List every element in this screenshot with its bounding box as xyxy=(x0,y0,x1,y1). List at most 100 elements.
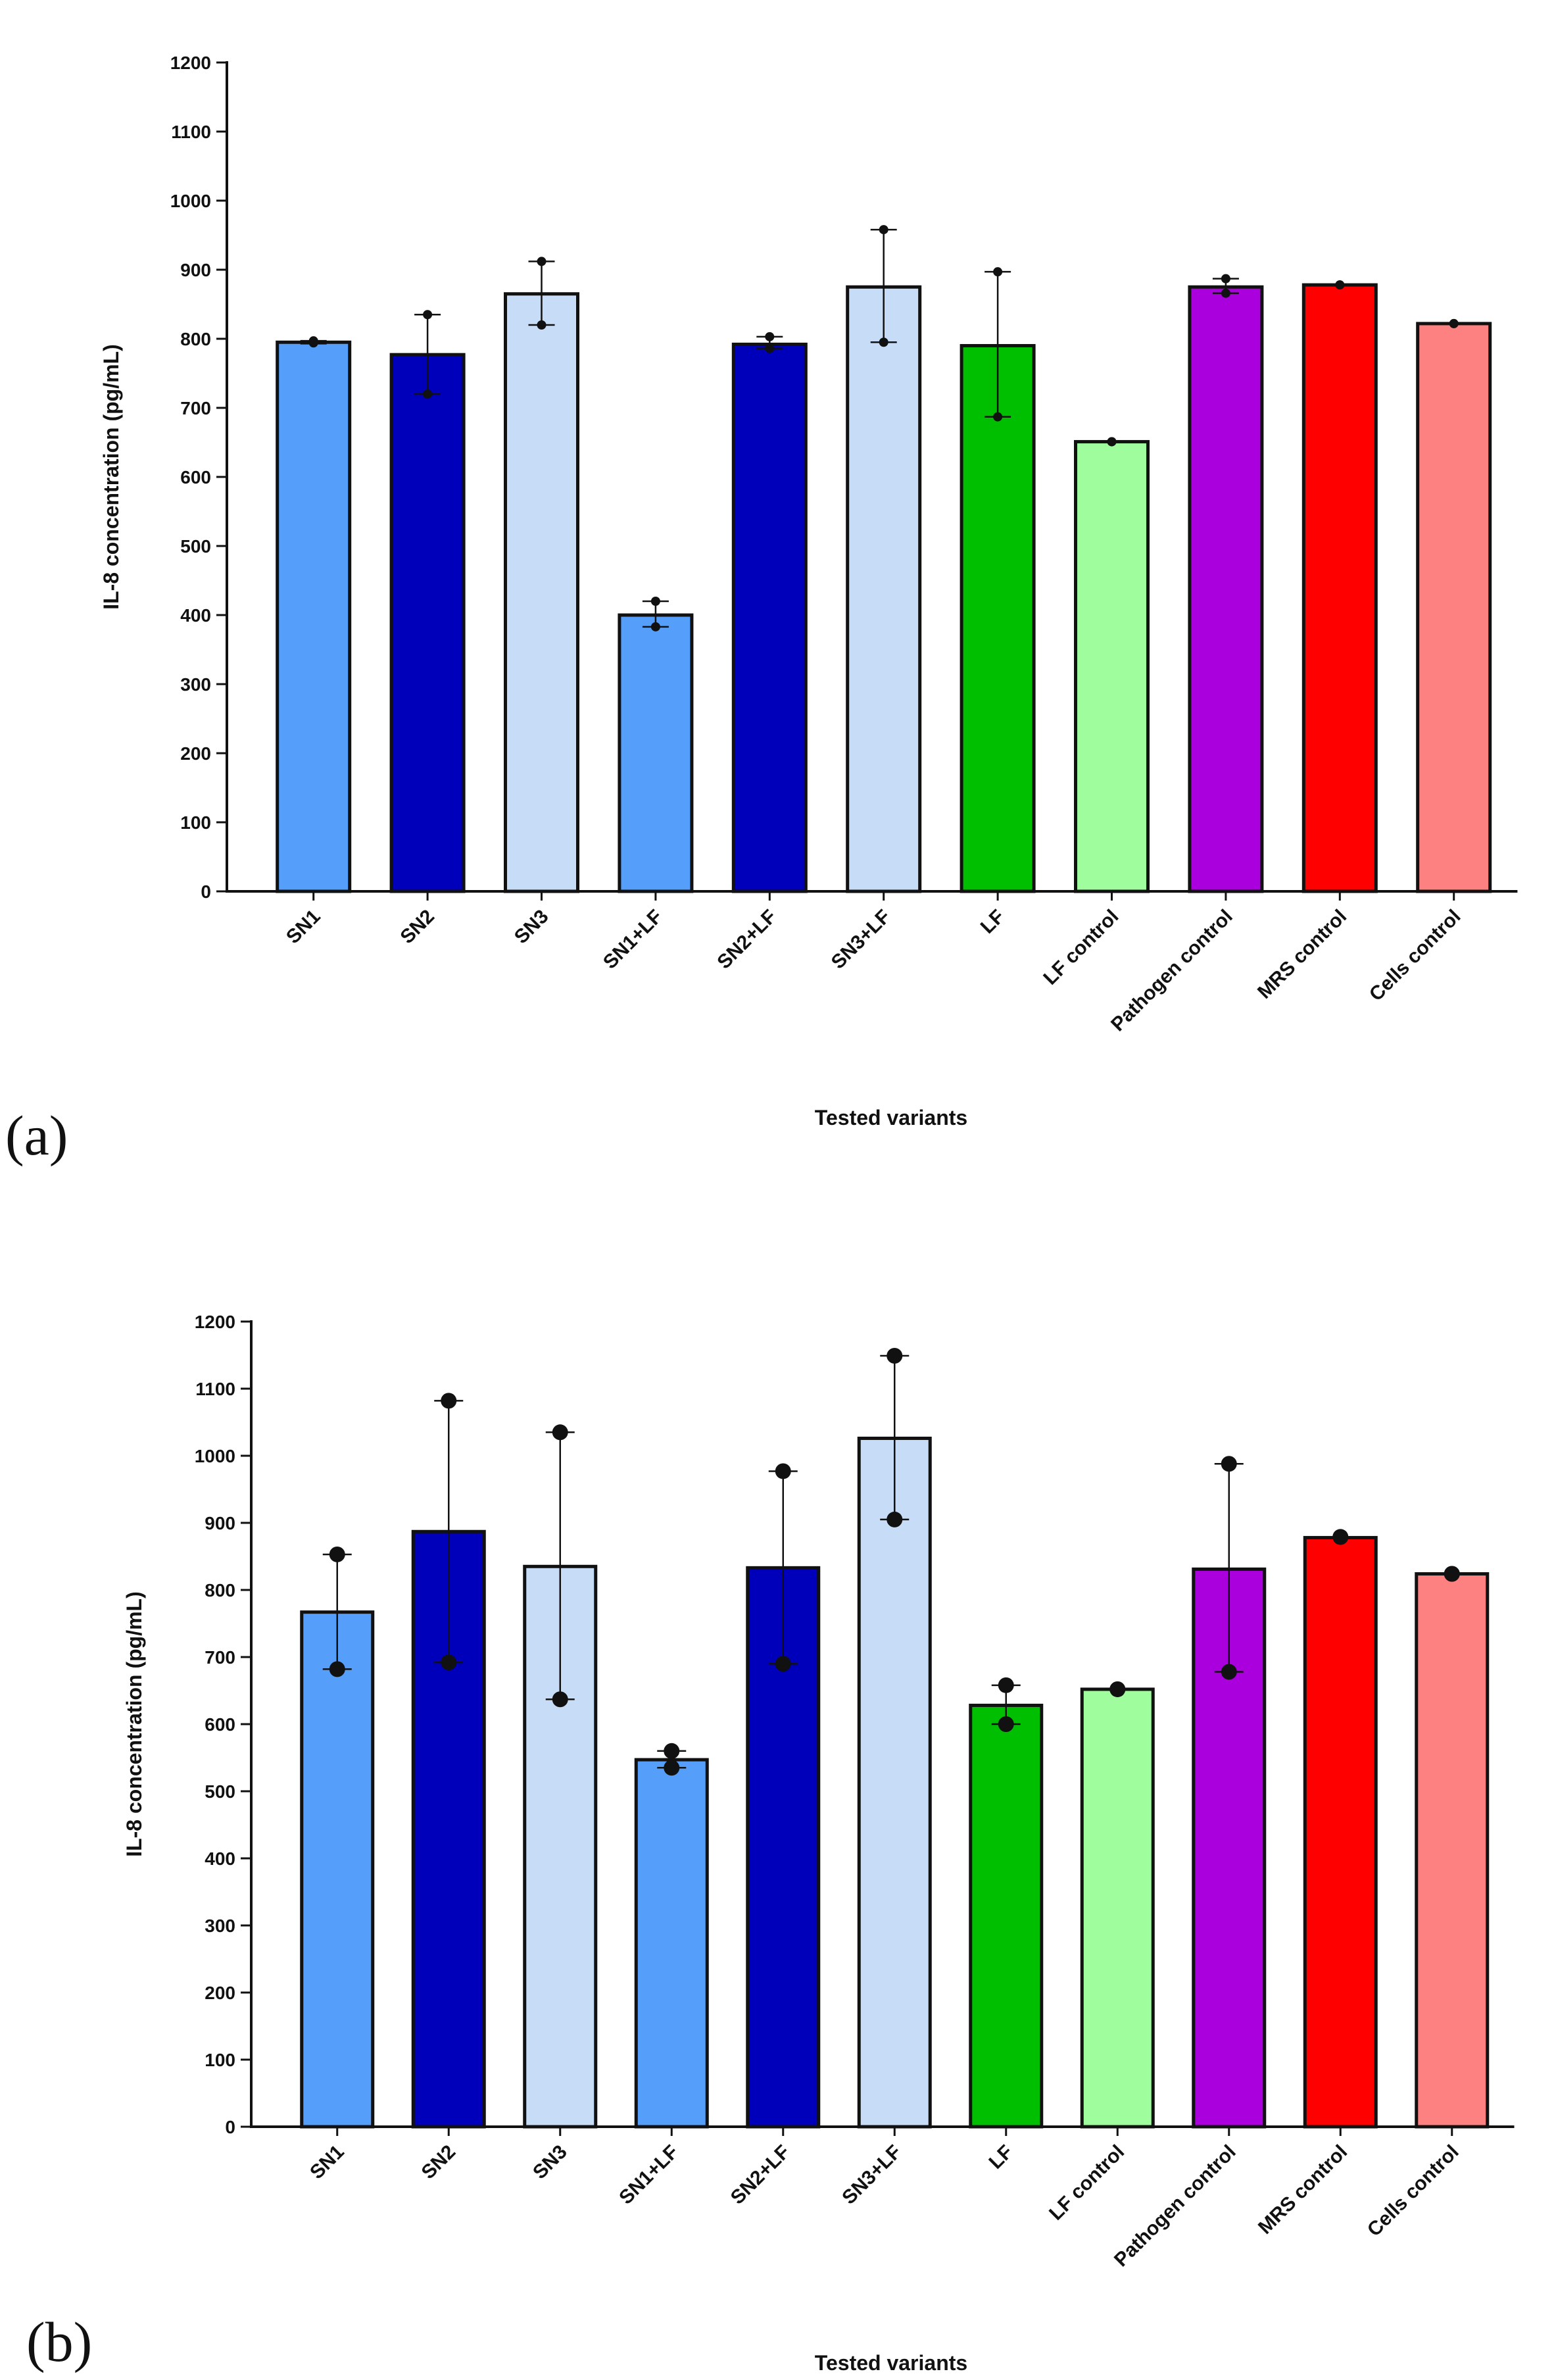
x-tick-label: LF control xyxy=(1045,2141,1129,2225)
bar-sn1 xyxy=(300,1610,375,2129)
y-axis-title: IL-8 concentration (pg/mL) xyxy=(99,344,123,610)
y-tick-label: 200 xyxy=(205,1983,235,2003)
x-tick-label: MRS control xyxy=(1254,2141,1351,2239)
panel-label: (b) xyxy=(26,2310,92,2373)
data-point xyxy=(423,389,433,399)
x-tick-label: SN2 xyxy=(418,2141,460,2184)
x-tick-label: SN3 xyxy=(529,2141,571,2184)
y-tick-label: 1000 xyxy=(170,191,211,211)
data-point xyxy=(879,337,888,347)
data-point xyxy=(1221,274,1230,284)
data-point xyxy=(993,412,1003,422)
x-tick-label: Pathogen control xyxy=(1107,906,1237,1036)
x-tick-label: LF xyxy=(985,2141,1017,2173)
data-point xyxy=(537,257,547,266)
bars-group xyxy=(300,1436,1490,2129)
bar-lf xyxy=(969,1703,1044,2129)
y-tick-label: 1100 xyxy=(195,1379,235,1399)
bar-sn3 xyxy=(504,292,579,893)
bar-pathogen-control xyxy=(1188,285,1264,893)
bar-sn2 xyxy=(389,353,466,893)
bar-sn1 xyxy=(276,340,352,893)
x-tick-label: SN1+LF xyxy=(615,2141,683,2209)
y-tick-label: 600 xyxy=(205,1714,235,1735)
y-tick-label: 700 xyxy=(205,1647,235,1668)
y-tick-label: 700 xyxy=(180,398,211,418)
x-axis-title: Tested variants xyxy=(815,2351,967,2375)
bars-group xyxy=(276,283,1492,893)
data-point xyxy=(650,597,660,606)
y-tick-label: 1200 xyxy=(170,53,211,73)
data-point xyxy=(1107,437,1117,447)
data-point xyxy=(1221,288,1230,298)
data-point xyxy=(423,310,433,320)
chart-panel-b: 0 100 200 300 400 500 600 700 800 900 1000 1100 1200… xyxy=(0,1190,1556,2380)
x-tick-label: SN3+LF xyxy=(838,2141,906,2209)
data-point xyxy=(664,1743,680,1759)
x-tick-label: SN1 xyxy=(282,906,325,949)
x-tick-label: SN1 xyxy=(306,2141,349,2184)
data-point xyxy=(552,1691,568,1708)
data-point xyxy=(993,267,1003,277)
bar-cells-control xyxy=(1415,1572,1490,2129)
y-tick-label: 400 xyxy=(205,1848,235,1869)
data-point xyxy=(1332,1529,1349,1545)
y-axis-title: IL-8 concentration (pg/mL) xyxy=(122,1591,146,1857)
data-point xyxy=(329,1546,345,1562)
chart-a: 0 100 200 300 400 500 600 700 800 900 1000 1100 1200… xyxy=(5,53,1518,1167)
y-tick-label: 1100 xyxy=(171,122,211,142)
data-point xyxy=(765,332,775,341)
data-point xyxy=(329,1661,345,1677)
x-axis-title: Tested variants xyxy=(815,1106,967,1129)
data-point xyxy=(775,1463,791,1479)
y-tick-label: 1000 xyxy=(195,1446,235,1466)
points-group xyxy=(308,225,1459,632)
y-tick-label: 900 xyxy=(180,260,211,280)
y-tick-label: 500 xyxy=(180,536,211,557)
x-tick-label: Cells control xyxy=(1363,2141,1463,2241)
data-point xyxy=(765,343,775,353)
y-tick-label: 100 xyxy=(180,812,211,833)
x-tick-label: SN2+LF xyxy=(727,2141,794,2209)
bar-mrs-control xyxy=(1301,283,1378,893)
axes-group xyxy=(216,61,1518,901)
x-tick-label: SN2+LF xyxy=(713,906,781,974)
x-tick-label: LF control xyxy=(1039,906,1123,989)
y-tick-label: 1200 xyxy=(195,1312,235,1332)
data-point xyxy=(664,1760,680,1776)
y-tick-label: 0 xyxy=(201,881,211,902)
y-tick-label: 800 xyxy=(180,329,211,349)
data-point xyxy=(308,336,318,346)
data-point xyxy=(1109,1681,1126,1697)
data-point xyxy=(879,225,888,235)
axes-group xyxy=(241,1320,1515,2136)
data-point xyxy=(998,1716,1014,1732)
x-tick-label: SN1+LF xyxy=(599,906,667,974)
y-tick-label: 800 xyxy=(205,1580,235,1600)
x-tick-label: SN3+LF xyxy=(827,906,895,974)
x-tick-label: Pathogen control xyxy=(1110,2141,1240,2271)
data-point xyxy=(1221,1664,1237,1680)
y-tick-label: 300 xyxy=(180,674,211,695)
bar-sn3-lf xyxy=(846,285,922,893)
data-point xyxy=(441,1654,457,1671)
y-tick-label: 400 xyxy=(180,605,211,626)
data-point xyxy=(650,622,660,632)
bar-mrs-control xyxy=(1303,1535,1378,2129)
chart-b: 0 100 200 300 400 500 600 700 800 900 1000 1100 1200… xyxy=(26,1312,1515,2375)
x-tick-label: SN2 xyxy=(396,906,439,949)
data-point xyxy=(1335,280,1345,290)
y-tick-label: 900 xyxy=(205,1513,235,1533)
data-point xyxy=(1221,1456,1237,1472)
data-point xyxy=(1449,318,1459,328)
x-tick-label: Cells control xyxy=(1365,906,1465,1006)
bar-sn2-lf xyxy=(731,342,808,893)
y-tick-label: 0 xyxy=(225,2117,235,2137)
bar-sn1-lf xyxy=(618,613,694,893)
y-tick-label: 100 xyxy=(205,2050,235,2070)
bar-sn1-lf xyxy=(634,1758,709,2129)
data-point xyxy=(887,1348,903,1364)
x-tick-label: SN3 xyxy=(510,906,553,949)
y-tick-label: 300 xyxy=(205,1916,235,1936)
bar-lf-control xyxy=(1074,439,1150,893)
